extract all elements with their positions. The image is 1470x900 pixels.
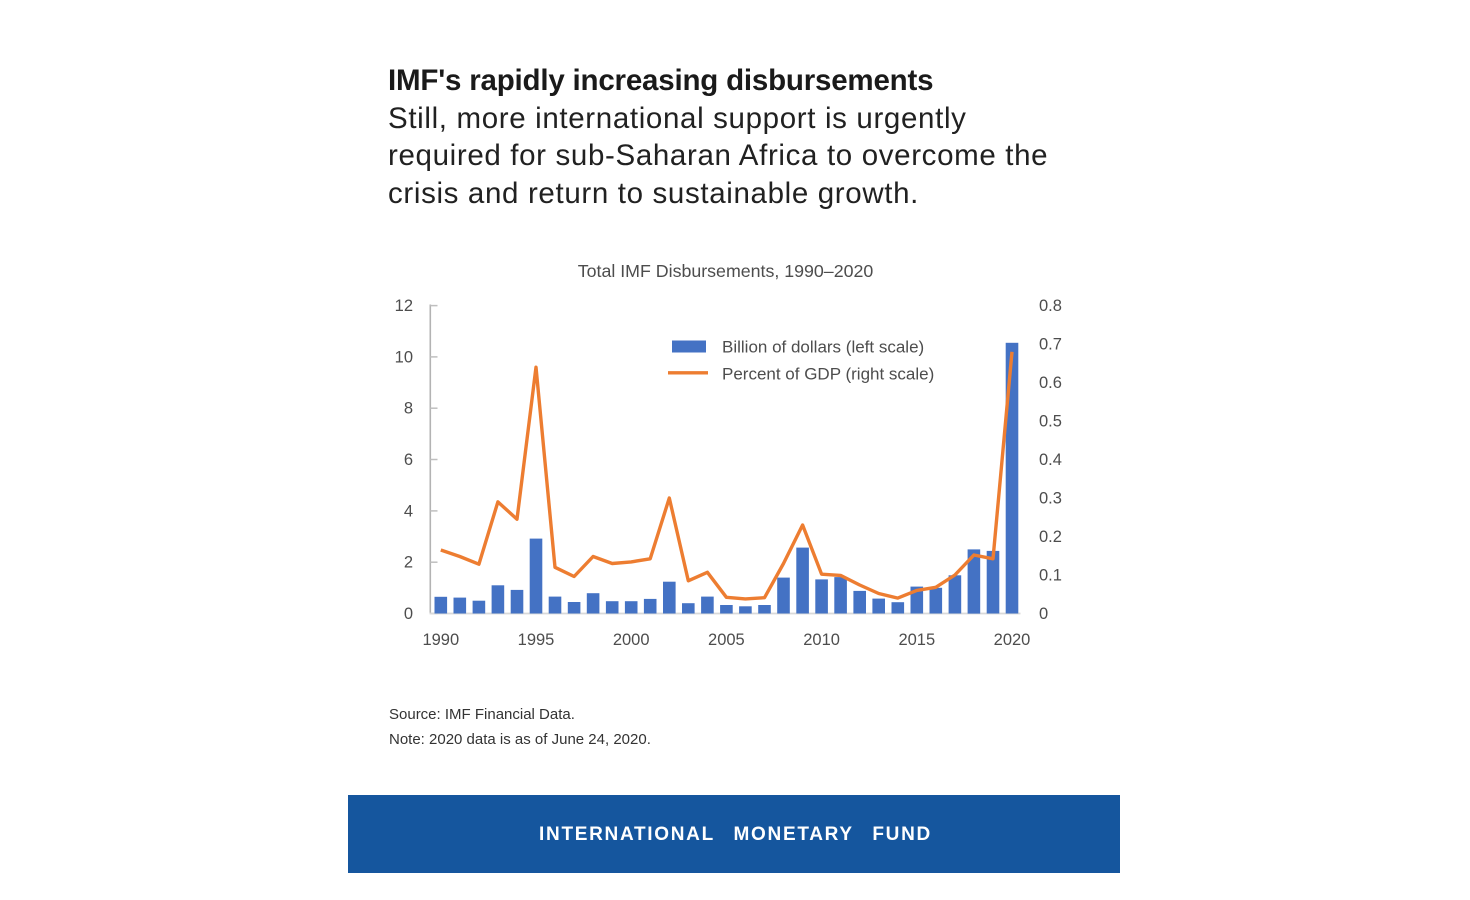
svg-text:2010: 2010 xyxy=(803,631,840,649)
svg-text:2000: 2000 xyxy=(613,631,650,649)
svg-text:8: 8 xyxy=(404,400,413,418)
svg-text:0.7: 0.7 xyxy=(1039,336,1062,354)
svg-text:Total IMF Disbursements, 1990–: Total IMF Disbursements, 1990–2020 xyxy=(578,261,874,281)
svg-text:12: 12 xyxy=(395,297,413,315)
svg-text:6: 6 xyxy=(404,451,413,469)
svg-text:Billion of dollars (left scale: Billion of dollars (left scale) xyxy=(722,338,924,357)
svg-text:0.3: 0.3 xyxy=(1039,490,1062,508)
svg-text:Percent of GDP (right scale): Percent of GDP (right scale) xyxy=(722,365,934,384)
svg-text:2020: 2020 xyxy=(994,631,1031,649)
svg-text:0.5: 0.5 xyxy=(1039,413,1062,431)
svg-text:2005: 2005 xyxy=(708,631,745,649)
svg-text:0.1: 0.1 xyxy=(1039,567,1062,585)
svg-text:2015: 2015 xyxy=(898,631,935,649)
svg-text:2: 2 xyxy=(404,554,413,572)
svg-text:1995: 1995 xyxy=(518,631,555,649)
svg-text:0: 0 xyxy=(1039,605,1048,623)
svg-text:10: 10 xyxy=(395,348,413,366)
svg-text:1990: 1990 xyxy=(422,631,459,649)
svg-text:0: 0 xyxy=(404,605,413,623)
svg-text:0.8: 0.8 xyxy=(1039,297,1062,315)
svg-text:0.2: 0.2 xyxy=(1039,528,1062,546)
svg-text:0.6: 0.6 xyxy=(1039,374,1062,392)
svg-text:4: 4 xyxy=(404,502,413,520)
svg-text:0.4: 0.4 xyxy=(1039,451,1062,469)
